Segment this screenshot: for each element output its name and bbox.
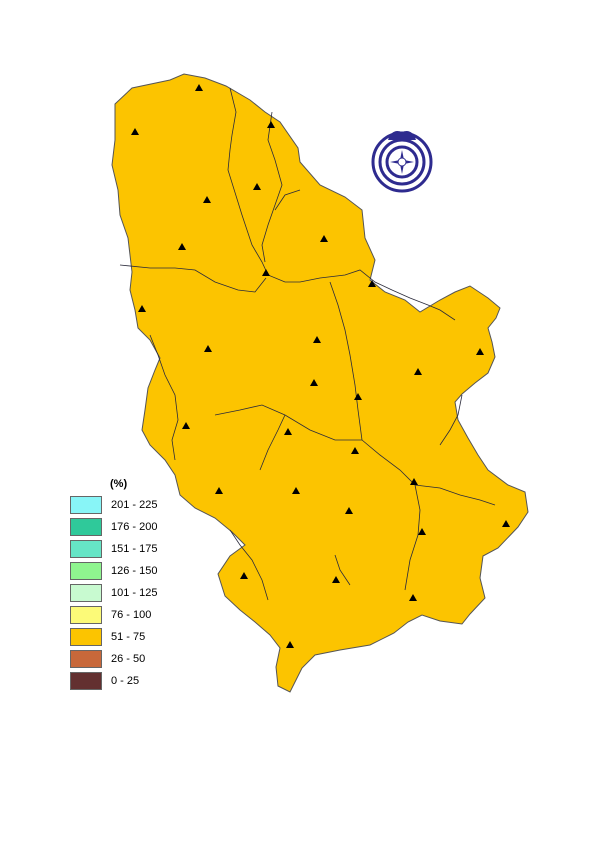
station-marker — [204, 345, 212, 352]
river-juzna-morava — [361, 439, 421, 591]
legend-label: 201 - 225 — [111, 499, 158, 511]
river-nisava — [414, 484, 496, 506]
river-sava — [119, 264, 267, 293]
legend-label: 0 - 25 — [111, 675, 140, 687]
legend-item: 101 - 125 — [70, 584, 210, 604]
station-marker — [215, 487, 223, 494]
legend-item: 151 - 175 — [70, 540, 210, 560]
river-danube — [227, 87, 456, 321]
river-south-2 — [334, 554, 351, 586]
station-marker — [253, 183, 261, 190]
legend-title: (%) — [110, 478, 128, 490]
station-marker — [418, 528, 426, 535]
station-marker — [414, 368, 422, 375]
weather-stations — [131, 84, 510, 648]
legend-swatch — [70, 518, 102, 536]
river-velika-morava — [329, 281, 363, 441]
station-marker — [292, 487, 300, 494]
river-south-1 — [229, 529, 269, 601]
rivers — [119, 87, 496, 601]
legend-swatch — [70, 496, 102, 514]
station-marker — [332, 576, 340, 583]
station-marker — [476, 348, 484, 355]
legend-swatch — [70, 562, 102, 580]
logo-center — [397, 157, 407, 167]
legend-label: 151 - 175 — [111, 543, 158, 555]
legend-item: 126 - 150 — [70, 562, 210, 582]
legend-item: 51 - 75 — [70, 628, 210, 648]
institute-logo — [371, 131, 433, 193]
legend-label: 176 - 200 — [111, 521, 158, 533]
legend-item: 0 - 25 — [70, 672, 210, 692]
logo-inner-ring — [385, 145, 419, 179]
station-marker — [368, 280, 376, 287]
legend-swatch — [70, 628, 102, 646]
station-marker — [240, 572, 248, 579]
station-marker — [409, 594, 417, 601]
station-marker — [131, 128, 139, 135]
legend-label: 101 - 125 — [111, 587, 158, 599]
legend-label: 26 - 50 — [111, 653, 146, 665]
station-marker — [262, 269, 270, 276]
legend-label: 51 - 75 — [111, 631, 146, 643]
station-marker — [286, 641, 294, 648]
legend-item: 76 - 100 — [70, 606, 210, 626]
station-marker — [138, 305, 146, 312]
station-marker — [354, 393, 362, 400]
station-marker — [310, 379, 318, 386]
river-ibar — [259, 414, 286, 471]
legend-swatch — [70, 606, 102, 624]
legend-swatch — [70, 540, 102, 558]
river-tisa — [261, 111, 283, 263]
legend-label: 76 - 100 — [111, 609, 152, 621]
legend-label: 126 - 150 — [111, 565, 158, 577]
station-marker — [320, 235, 328, 242]
river-timok — [439, 394, 463, 446]
legend-item: 201 - 225 — [70, 496, 210, 516]
station-marker — [502, 520, 510, 527]
station-marker — [410, 478, 418, 485]
legend-swatch — [70, 672, 102, 690]
station-marker — [284, 428, 292, 435]
legend-swatch — [70, 584, 102, 602]
station-marker — [313, 336, 321, 343]
station-marker — [178, 243, 186, 250]
station-marker — [351, 447, 359, 454]
station-marker — [182, 422, 190, 429]
logo-cloud — [388, 131, 416, 140]
legend-swatch — [70, 650, 102, 668]
station-marker — [345, 507, 353, 514]
station-marker — [203, 196, 211, 203]
station-marker — [267, 121, 275, 128]
river-drina — [149, 334, 179, 461]
river-begej — [274, 189, 301, 211]
legend-item: 26 - 50 — [70, 650, 210, 670]
legend-item: 176 - 200 — [70, 518, 210, 538]
station-marker — [195, 84, 203, 91]
